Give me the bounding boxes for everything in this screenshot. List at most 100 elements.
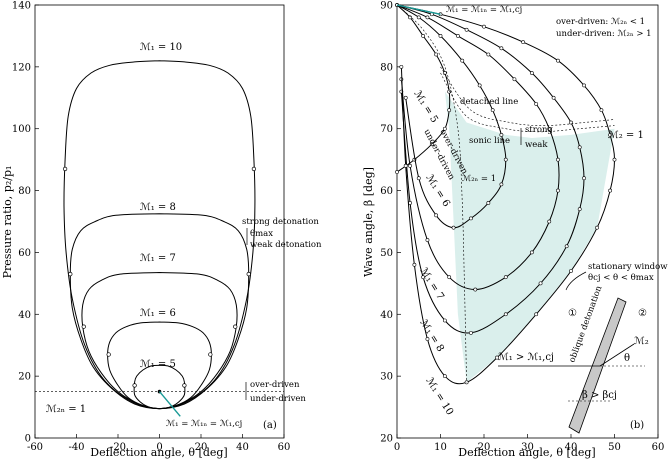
panel-b-series-3-marker-12 bbox=[503, 312, 508, 317]
panel-b-xtick-label-5: 50 bbox=[608, 442, 621, 453]
panel-b-series-4-marker-3 bbox=[521, 40, 526, 45]
panel-a-theta-max-point-2-0 bbox=[233, 324, 238, 329]
panel-b-series-1-marker-11 bbox=[451, 225, 456, 230]
label-m1-5-b: ℳ₁ = 5 bbox=[411, 89, 439, 125]
label-sonic-line: sonic line bbox=[469, 136, 510, 146]
panel-b-detached-line bbox=[440, 66, 615, 126]
panel-b-series-2-marker-11 bbox=[503, 275, 508, 280]
panel-a-theta-max-point-0-0 bbox=[182, 383, 187, 388]
panel-b-ytick-label-4: 60 bbox=[380, 186, 393, 197]
label-m2-sonic: ℳ₂ = 1 bbox=[608, 130, 644, 141]
panel-b-ytick-label-3: 50 bbox=[380, 248, 393, 259]
panel-b-series-2-marker-6 bbox=[547, 126, 552, 131]
panel-b-series-1-marker-1 bbox=[416, 15, 421, 20]
panel-a-theta-max-point-0-1 bbox=[132, 383, 137, 388]
panel-b-series-3-marker-3 bbox=[499, 46, 504, 51]
label-detached-line: detached line bbox=[460, 97, 518, 107]
panel-b-series-0-marker-10 bbox=[395, 170, 399, 174]
panel-b-xtick-label-1: 10 bbox=[434, 442, 447, 453]
label-over-driven-legend: over-driven: ℳ₂ₙ < 1 bbox=[556, 17, 645, 27]
panel-b-ylabel: Wave angle, β [deg] bbox=[362, 167, 375, 277]
panel-b-series-3-marker-5 bbox=[551, 95, 556, 100]
panel-b-series-2-marker-2 bbox=[455, 34, 460, 38]
panel-b-series-3-marker-6 bbox=[569, 120, 573, 125]
panel-b-series-1-marker-4 bbox=[477, 83, 482, 88]
panel-b-series-4-marker-4 bbox=[556, 58, 560, 63]
panel-b-series-2 bbox=[396, 4, 560, 291]
panel-b-series-4-marker-13 bbox=[495, 355, 499, 360]
panel-b-series-4-marker-12 bbox=[534, 312, 539, 317]
panel-b-xlabel: Deflection angle, θ [deg] bbox=[458, 446, 595, 459]
panel-b-series-4-marker-10 bbox=[595, 225, 600, 230]
panel-b-xtick-label-0: 0 bbox=[394, 442, 400, 453]
panel-a-xtick-label-3: 0 bbox=[156, 442, 162, 453]
panel-b-series-1-marker-8 bbox=[499, 182, 504, 187]
label-stationary-window: stationary window bbox=[588, 262, 668, 272]
panel-b-ytick-label-5: 70 bbox=[380, 124, 393, 135]
panel-a-chart: -60 -40 -20 0 20 40 60 0 20 40 60 80 100 120 140 Defle… bbox=[1, 1, 322, 460]
panel-b-series-1-marker-12 bbox=[434, 213, 439, 218]
label-region-2: ② bbox=[638, 308, 647, 319]
panel-a-xtick-label-1: -40 bbox=[68, 442, 84, 453]
panel-b-series-2-marker-9 bbox=[547, 219, 552, 224]
panel-a-theta-max-point-3-1 bbox=[68, 271, 73, 277]
panel-b-series-2-marker-7 bbox=[556, 157, 560, 162]
panel-a-xtick-label-6: 60 bbox=[278, 442, 291, 453]
detonation-wave-bar bbox=[568, 297, 627, 434]
panel-b-label: (b) bbox=[630, 420, 644, 431]
panel-a-xtick-label-2: -20 bbox=[110, 442, 126, 453]
label-window-range: θcj < θ < θmax bbox=[588, 273, 654, 283]
panel-a-ytick-label-3: 60 bbox=[18, 248, 31, 259]
panel-b-series-3-marker-8 bbox=[582, 176, 586, 181]
panel-b-series-4 bbox=[396, 4, 616, 385]
panel-b-sonic-line bbox=[440, 72, 615, 133]
label-weak-b: weak bbox=[525, 140, 548, 150]
panel-a-ytick-label-2: 40 bbox=[18, 310, 31, 321]
panel-b-series-1-marker-7 bbox=[503, 157, 508, 162]
panel-b-series-4-marker-17 bbox=[412, 262, 417, 267]
panel-b-window-pointer bbox=[565, 271, 587, 291]
panel-a-theta-max-point-1-0 bbox=[208, 352, 213, 357]
label-under-driven-legend: under-driven: ℳ₂ₙ > 1 bbox=[556, 29, 652, 39]
label-over-driven-a: over-driven bbox=[250, 380, 300, 390]
label-m1-7-a: ℳ₁ = 7 bbox=[140, 253, 176, 264]
panel-b-series-4-marker-16 bbox=[425, 337, 430, 341]
label-m1-10-a: ℳ₁ = 10 bbox=[140, 42, 182, 53]
downstream-flow-vector bbox=[599, 343, 635, 367]
label-theta-max: θmax bbox=[250, 229, 273, 239]
label-m2n-b: ℳ₂ₙ = 1 bbox=[462, 174, 496, 184]
panel-b-ytick-label-0: 20 bbox=[380, 434, 393, 445]
panel-b-cj-arrow bbox=[396, 4, 441, 15]
panel-b-series-4-marker-18 bbox=[403, 163, 408, 168]
panel-b-series-4-marker-2 bbox=[482, 24, 486, 29]
panel-b-series-2-marker-8 bbox=[556, 188, 560, 193]
label-weak-detonation: weak detonation bbox=[250, 240, 322, 250]
label-cj-a: ℳ₁ = ℳ₁ₙ = ℳ₁,cj bbox=[166, 419, 242, 429]
panel-a-theta-max-point-1-1 bbox=[106, 352, 111, 357]
panel-b-series-4-marker-5 bbox=[582, 83, 586, 88]
label-under-driven-a: under-driven bbox=[250, 394, 306, 404]
panel-a-cj-arrow bbox=[158, 391, 181, 417]
label-m1-5-a: ℳ₁ = 5 bbox=[140, 359, 176, 370]
panel-a-theta-max-point-4-0 bbox=[251, 166, 257, 172]
panel-b-series-2-marker-4 bbox=[512, 77, 517, 82]
panel-b-series-0-marker-6 bbox=[447, 108, 452, 113]
panel-b-series-3-marker-13 bbox=[469, 330, 473, 335]
panel-a-xtick-label-4: 20 bbox=[195, 442, 208, 453]
panel-b-series-1-marker-3 bbox=[460, 58, 465, 63]
panel-a-theta-max-point-4-1 bbox=[62, 166, 68, 172]
panel-b-series-0-marker-5 bbox=[447, 89, 452, 94]
panel-b-series-4-marker-14 bbox=[464, 380, 469, 385]
panel-a-theta-max-point-3-0 bbox=[246, 271, 251, 277]
label-cj-b: ℳ₁ = ℳ₁ₙ = ℳ₁,cj bbox=[446, 5, 522, 15]
panel-b-series-3-marker-4 bbox=[529, 71, 534, 75]
panel-b-series-3-marker-9 bbox=[577, 207, 582, 212]
panel-b-series-4-marker-9 bbox=[608, 188, 613, 193]
panel-b-series-2-marker-12 bbox=[473, 287, 478, 292]
panel-b-series-1-marker-13 bbox=[416, 176, 421, 181]
panel-b-series-4-marker-11 bbox=[569, 269, 573, 273]
panel-b-series-1-marker-14 bbox=[403, 95, 408, 100]
panel-b-series-0-marker-4 bbox=[442, 71, 447, 75]
panel-b-series-4-marker-19 bbox=[399, 64, 404, 69]
